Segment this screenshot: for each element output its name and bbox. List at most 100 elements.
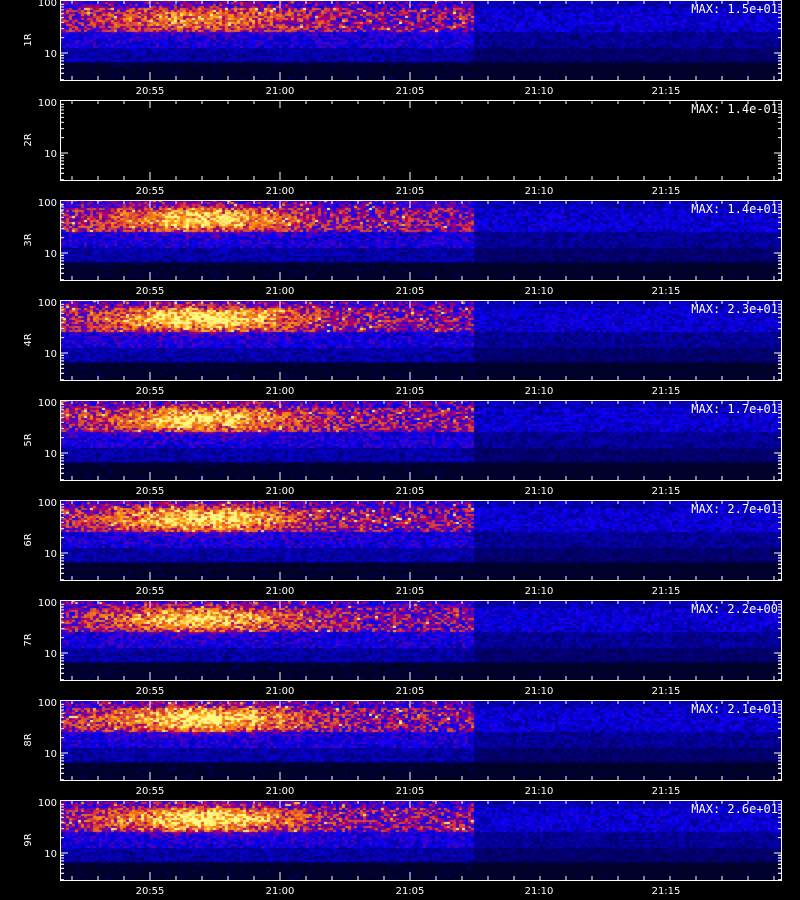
x-tick-label: 21:10 [525, 286, 554, 297]
x-tick-label: 21:10 [525, 686, 554, 697]
max-value-label: MAX: 2.6e+01 [691, 802, 778, 816]
x-tick-label: 20:55 [136, 386, 165, 397]
x-tick-label: 21:00 [266, 786, 295, 797]
plot-frame [60, 500, 782, 581]
spectrogram-image [60, 300, 782, 380]
x-tick-label: 21:05 [396, 686, 425, 697]
y-axis-label: 9R [23, 833, 34, 846]
max-value-label: MAX: 2.7e+01 [691, 502, 778, 516]
y-tick-label: 100 [38, 398, 57, 409]
x-tick-label: 21:05 [396, 786, 425, 797]
x-tick-label: 20:55 [136, 86, 165, 97]
max-value-label: MAX: 1.5e+01 [691, 2, 778, 16]
panel-6r: 100 10 6R 20:55 21:00 21:05 21:10 21:15 MAX: 2.7… [0, 498, 800, 600]
plot-frame [60, 100, 782, 181]
x-tick-label: 21:00 [266, 86, 295, 97]
panel-axes: 100 10 4R 20:55 21:00 21:05 21:10 21:15 [23, 298, 782, 397]
x-tick-label: 21:15 [652, 386, 681, 397]
y-tick-label: 100 [38, 798, 57, 809]
y-tick-label: 10 [44, 449, 57, 460]
x-tick-label: 20:55 [136, 886, 165, 897]
panel-7r: 100 10 7R 20:55 21:00 21:05 21:10 21:15 MAX: 2.2… [0, 598, 800, 700]
y-tick-label: 100 [38, 698, 57, 709]
panel-1r: 100 10 1R 20:55 21:00 21:05 21:10 21:15 MAX: 1.5… [0, 0, 800, 100]
max-value-label: MAX: 2.1e+01 [691, 702, 778, 716]
spectrogram-image [60, 600, 782, 680]
y-tick-label: 100 [38, 498, 57, 509]
x-tick-label: 21:00 [266, 486, 295, 497]
spectrogram-image [60, 400, 782, 480]
y-tick-label: 100 [38, 598, 57, 609]
max-value-label: MAX: 1.4e+01 [691, 202, 778, 216]
y-tick-label: 10 [44, 649, 57, 660]
panel-axes: 100 10 2R 20:55 21:00 21:05 21:10 21:15 [23, 98, 782, 197]
x-tick-label: 21:05 [396, 186, 425, 197]
x-tick-label: 21:10 [525, 886, 554, 897]
x-tick-label: 21:15 [652, 486, 681, 497]
x-tick-label: 20:55 [136, 286, 165, 297]
x-tick-label: 20:55 [136, 186, 165, 197]
y-axis-label: 6R [23, 533, 34, 546]
panel-axes: 100 10 5R 20:55 21:00 21:05 21:10 21:15 [23, 398, 782, 497]
panel-5r: 100 10 5R 20:55 21:00 21:05 21:10 21:15 MAX: 1.7… [0, 398, 800, 500]
spectrogram-image [60, 500, 782, 580]
x-tick-label: 21:05 [396, 86, 425, 97]
x-tick-label: 21:00 [266, 686, 295, 697]
y-axis-label: 3R [23, 233, 34, 246]
y-axis-label: 2R [23, 133, 34, 146]
x-tick-label: 21:00 [266, 286, 295, 297]
y-tick-label: 100 [38, 298, 57, 309]
x-tick-label: 21:00 [266, 886, 295, 897]
plot-frame [60, 400, 782, 481]
y-tick-label: 10 [44, 549, 57, 560]
x-tick-label: 21:10 [525, 86, 554, 97]
x-tick-label: 21:00 [266, 186, 295, 197]
x-tick-label: 21:15 [652, 186, 681, 197]
x-tick-label: 21:00 [266, 386, 295, 397]
y-axis-label: 1R [23, 33, 34, 46]
max-value-label: MAX: 1.7e+01 [691, 402, 778, 416]
x-tick-label: 21:15 [652, 286, 681, 297]
x-tick-label: 21:00 [266, 586, 295, 597]
spectrogram-image [60, 100, 782, 180]
y-tick-label: 100 [38, 98, 57, 109]
y-tick-label: 10 [44, 49, 57, 60]
spectrogram-image [60, 800, 782, 880]
y-tick-label: 10 [44, 349, 57, 360]
panel-axes: 100 10 8R 20:55 21:00 21:05 21:10 21:15 [23, 698, 782, 797]
y-tick-label: 10 [44, 849, 57, 860]
panel-4r: 100 10 4R 20:55 21:00 21:05 21:10 21:15 MAX: 2.3… [0, 298, 800, 400]
plot-frame [60, 600, 782, 681]
panel-2r: 100 10 2R 20:55 21:00 21:05 21:10 21:15 MAX: 1.4… [0, 98, 800, 200]
x-tick-label: 21:05 [396, 886, 425, 897]
y-tick-label: 100 [38, 0, 57, 9]
x-tick-label: 20:55 [136, 586, 165, 597]
max-value-label: MAX: 2.2e+00 [691, 602, 778, 616]
y-tick-label: 10 [44, 749, 57, 760]
y-axis-label: 7R [23, 633, 34, 646]
panel-axes: 100 10 7R 20:55 21:00 21:05 21:10 21:15 [23, 598, 782, 697]
x-tick-label: 21:05 [396, 486, 425, 497]
x-tick-label: 20:55 [136, 786, 165, 797]
plot-frame [60, 700, 782, 781]
y-axis-label: 8R [23, 733, 34, 746]
x-tick-label: 21:10 [525, 486, 554, 497]
x-tick-label: 21:10 [525, 186, 554, 197]
x-tick-label: 21:15 [652, 786, 681, 797]
max-value-label: MAX: 2.3e+01 [691, 302, 778, 316]
spectrogram-image [60, 0, 782, 80]
panel-axes: 100 10 1R 20:55 21:00 21:05 21:10 21:15 [23, 0, 782, 97]
y-tick-label: 10 [44, 249, 57, 260]
max-value-label: MAX: 1.4e-01 [691, 102, 778, 116]
plot-frame [60, 0, 782, 81]
plot-frame [60, 300, 782, 381]
x-tick-label: 21:15 [652, 686, 681, 697]
x-tick-label: 21:10 [525, 586, 554, 597]
panel-axes: 100 10 3R 20:55 21:00 21:05 21:10 21:15 [23, 198, 782, 297]
x-tick-label: 20:55 [136, 486, 165, 497]
x-tick-label: 21:05 [396, 586, 425, 597]
spectrogram-image [60, 700, 782, 780]
panel-axes: 100 10 6R 20:55 21:00 21:05 21:10 21:15 [23, 498, 782, 597]
plot-frame [60, 800, 782, 881]
